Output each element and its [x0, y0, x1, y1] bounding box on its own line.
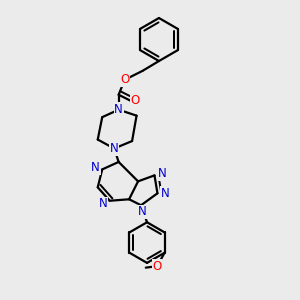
Text: N: N [114, 103, 123, 116]
Text: N: N [110, 142, 118, 155]
Text: N: N [158, 167, 166, 180]
Text: N: N [91, 161, 100, 174]
Text: O: O [152, 260, 162, 273]
Text: O: O [130, 94, 140, 107]
Text: N: N [99, 197, 107, 210]
Text: N: N [160, 187, 169, 200]
Text: O: O [120, 73, 129, 86]
Text: N: N [138, 205, 147, 218]
